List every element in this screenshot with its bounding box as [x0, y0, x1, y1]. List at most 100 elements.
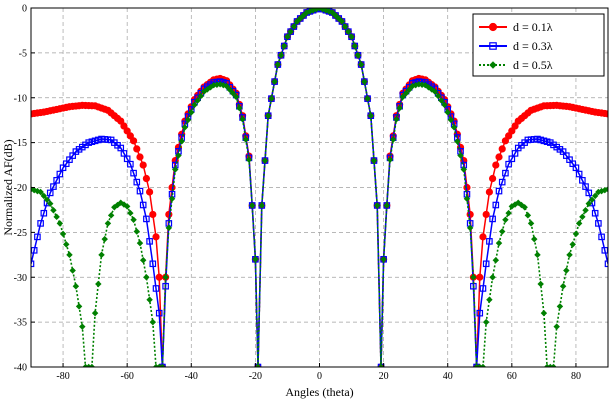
data-point	[502, 216, 509, 224]
data-point	[226, 86, 233, 93]
data-point	[159, 363, 166, 367]
data-point	[149, 210, 157, 219]
legend-label: d = 0.5λ	[513, 58, 553, 72]
data-point	[537, 280, 544, 288]
data-point	[40, 209, 48, 217]
data-point	[540, 309, 548, 317]
data-point	[566, 251, 573, 259]
data-point	[252, 256, 259, 263]
x-tick-label: 40	[443, 371, 453, 382]
data-point	[66, 251, 73, 259]
data-point	[386, 156, 394, 163]
data-point	[149, 318, 157, 326]
data-point	[482, 260, 490, 268]
data-point	[300, 12, 307, 19]
y-axis-label: Normalized AF(dB)	[1, 139, 15, 235]
data-point	[322, 8, 330, 14]
data-point	[37, 220, 44, 227]
data-point	[486, 238, 493, 245]
data-point	[495, 187, 503, 195]
data-point	[492, 161, 500, 169]
data-point	[582, 207, 589, 214]
data-point	[511, 122, 519, 130]
data-point	[489, 274, 496, 281]
axis-ticks: -80 -60 -40 -20 0 20 40 60 80 0 -5 -10 -15 -20 -25 -30 -…	[14, 4, 581, 383]
data-point	[492, 201, 500, 209]
data-point	[553, 323, 560, 330]
data-point	[488, 174, 497, 183]
series-3	[31, 8, 608, 367]
data-point	[521, 204, 528, 211]
data-point	[466, 224, 474, 232]
data-point	[463, 195, 471, 202]
data-point	[559, 283, 567, 290]
data-point	[117, 199, 124, 206]
x-tick-label: -60	[120, 371, 133, 382]
data-point	[139, 256, 147, 264]
data-point	[287, 28, 294, 35]
data-point	[357, 61, 365, 68]
data-point	[329, 9, 336, 16]
x-tick-label: 80	[571, 371, 581, 382]
data-point	[130, 169, 137, 177]
data-point	[239, 116, 246, 123]
data-point	[524, 212, 532, 219]
data-point	[75, 303, 83, 310]
data-point	[399, 93, 407, 101]
data-point	[479, 233, 487, 241]
data-point	[129, 137, 138, 145]
data-point	[271, 78, 278, 85]
data-point	[136, 187, 144, 195]
data-point	[69, 267, 76, 274]
data-point	[143, 215, 150, 223]
data-point	[335, 15, 342, 22]
legend-item: d = 0.1λ	[479, 20, 553, 34]
series-line	[31, 8, 608, 367]
data-point	[104, 220, 112, 227]
y-tick-label: -30	[14, 273, 27, 284]
series-line	[31, 8, 608, 367]
data-point	[168, 195, 176, 202]
data-point	[261, 157, 269, 164]
data-point	[498, 228, 506, 235]
data-point	[354, 52, 362, 59]
data-point	[495, 153, 503, 161]
data-point	[595, 220, 602, 227]
data-point	[178, 138, 185, 145]
data-point	[527, 220, 535, 227]
data-point	[37, 188, 44, 196]
data-point	[223, 82, 230, 90]
data-point	[175, 152, 182, 159]
data-point	[482, 210, 490, 219]
data-point	[142, 174, 150, 183]
data-point	[72, 283, 80, 290]
data-point	[502, 169, 509, 177]
data-point	[136, 153, 144, 161]
data-point	[126, 132, 134, 140]
data-point	[585, 200, 592, 207]
data-point	[460, 166, 467, 173]
data-point	[133, 145, 141, 153]
data-point	[396, 104, 403, 112]
data-point	[588, 196, 596, 203]
legend-label: d = 0.1λ	[513, 20, 553, 34]
y-tick-label: -35	[14, 318, 27, 329]
data-point	[152, 233, 160, 241]
data-point	[470, 274, 477, 281]
data-point	[133, 228, 141, 235]
data-point	[406, 86, 413, 93]
data-point	[361, 78, 368, 85]
legend-swatch-marker	[488, 22, 498, 32]
data-point	[130, 216, 137, 224]
data-point	[98, 251, 105, 259]
data-point	[43, 196, 51, 203]
y-tick-label: -10	[14, 93, 27, 104]
data-point	[277, 52, 285, 59]
y-tick-label: 0	[22, 4, 27, 15]
data-point	[146, 296, 153, 303]
data-point	[454, 138, 461, 145]
y-tick-label: -15	[14, 138, 27, 149]
data-point	[123, 127, 131, 135]
data-point	[139, 161, 147, 169]
